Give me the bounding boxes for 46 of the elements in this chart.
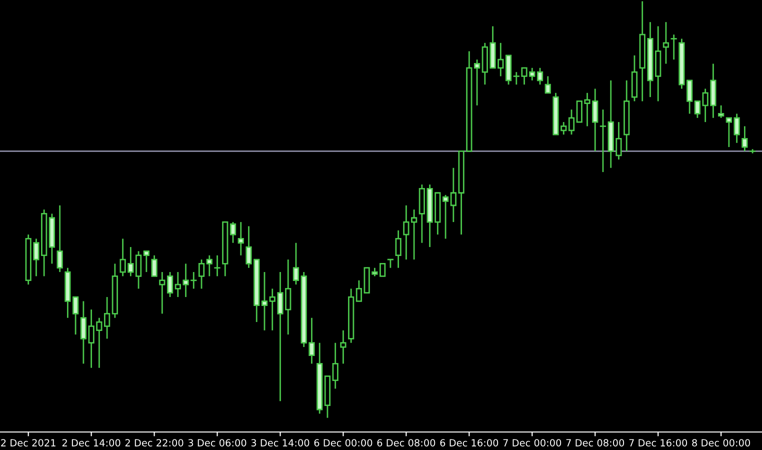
- candlestick: [166, 271, 174, 298]
- candlestick: [411, 208, 418, 260]
- candlestick: [694, 100, 701, 119]
- x-tick-label: 8 Dec 00:00: [692, 439, 750, 446]
- x-tick-label: 2 Dec 22:00: [125, 439, 184, 446]
- candlestick: [151, 254, 158, 277]
- x-tick-label: 2 Dec 2021: [1, 439, 56, 446]
- candlestick: [536, 67, 544, 86]
- candlestick: [356, 280, 362, 302]
- candlestick: [135, 250, 142, 290]
- candlestick: [214, 254, 220, 277]
- candlestick: [238, 221, 244, 256]
- x-tick-label: 7 Dec 00:00: [503, 439, 562, 446]
- candlestick: [742, 126, 748, 152]
- candlestick: [198, 258, 205, 290]
- x-tick-label: 3 Dec 06:00: [188, 439, 246, 446]
- candlestick: [474, 58, 480, 106]
- x-tick-label: 6 Dec 16:00: [440, 439, 498, 446]
- candlestick: [395, 230, 402, 269]
- x-tick-label: 7 Dec 16:00: [629, 439, 688, 446]
- x-tick-label: 3 Dec 14:00: [251, 439, 310, 446]
- candlestick: [734, 113, 740, 144]
- candlestick: [544, 76, 551, 94]
- candlestick: [718, 104, 724, 119]
- x-tick-label: 6 Dec 00:00: [314, 439, 372, 446]
- candlestick: [230, 221, 236, 244]
- candlestick: [600, 108, 606, 173]
- candlestick: [261, 271, 268, 332]
- candlestick: [143, 250, 150, 273]
- candlestick: [726, 117, 732, 148]
- candlestick: [662, 21, 670, 64]
- candlestick: [340, 330, 346, 364]
- candlestick: [403, 204, 410, 260]
- candlestick: [442, 194, 449, 240]
- candlestick: [104, 296, 110, 340]
- candlestick: [56, 204, 63, 273]
- candlestick: [670, 34, 677, 60]
- x-tick-label: 6 Dec 08:00: [377, 439, 436, 446]
- candlestick: [159, 271, 166, 314]
- candlestick: [568, 108, 575, 136]
- candlestick: [206, 254, 212, 277]
- candlestick: [80, 300, 86, 364]
- candlestick: [292, 242, 300, 286]
- x-tick-label: 7 Dec 08:00: [566, 439, 624, 446]
- candlestick: [332, 342, 338, 390]
- x-tick-label: 2 Dec 14:00: [62, 439, 120, 446]
